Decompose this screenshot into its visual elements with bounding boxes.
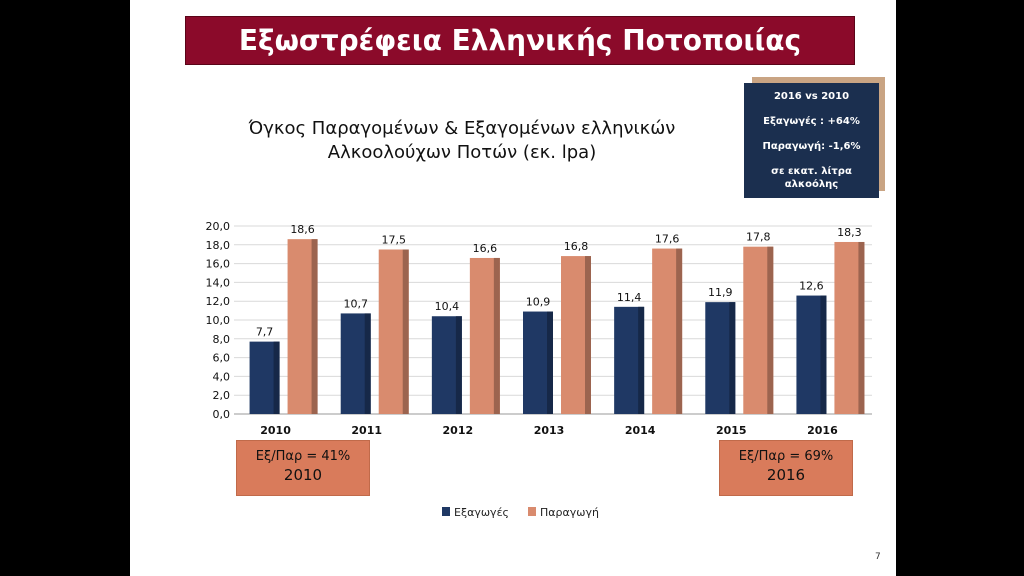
legend-swatch-production: [528, 507, 536, 516]
x-tick-label: 2016: [807, 424, 838, 437]
info-production: Παραγωγή: -1,6%: [762, 141, 861, 152]
bar-chart: 0,0 2,0 4,0 6,0 8,0 10,0 12,0 14,0 16,0 18,0 20,0 7…: [206, 220, 872, 519]
data-label: 12,6: [799, 280, 824, 293]
chart-title: Όγκος Παραγομένων & Εξαγομένων ελληνικών…: [222, 117, 702, 165]
x-tick-label: 2015: [716, 424, 747, 437]
y-tick-label: 16,0: [206, 258, 231, 271]
bar-side-production: [676, 248, 683, 414]
y-tick-label: 6,0: [213, 352, 231, 365]
y-tick-label: 2,0: [213, 389, 231, 402]
bar-side-exports: [820, 295, 827, 414]
slide-title: Εξωστρέφεια Ελληνικής Ποτοποιίας: [185, 16, 855, 65]
data-label: 17,6: [655, 233, 680, 246]
y-tick-label: 20,0: [206, 220, 231, 233]
legend-swatch-exports: [442, 507, 450, 516]
legend-label-production: Παραγωγή: [540, 506, 599, 519]
bar-side-exports: [455, 316, 462, 414]
bar-side-production: [402, 249, 409, 414]
data-label: 16,8: [564, 240, 589, 253]
y-tick-label: 10,0: [206, 314, 231, 327]
data-label: 16,6: [473, 242, 498, 255]
slide: Εξωστρέφεια Ελληνικής Ποτοποιίας 2016 vs…: [130, 0, 896, 576]
data-label: 17,5: [381, 234, 406, 247]
bar-side-production: [311, 239, 318, 414]
bar-side-exports: [364, 313, 371, 414]
x-tick-label: 2013: [534, 424, 565, 437]
ratio-2016-label: Εξ/Παρ = 69%: [738, 449, 834, 464]
bar-side-production: [767, 246, 774, 414]
bar-side-exports: [547, 311, 553, 414]
bar-side-exports: [729, 302, 736, 414]
data-label: 18,6: [290, 223, 315, 236]
bar-side-production: [585, 256, 591, 414]
ratio-box-2016: Εξ/Παρ = 69% 2016: [719, 440, 853, 496]
data-label: 10,9: [526, 296, 551, 309]
data-label: 18,3: [837, 226, 862, 239]
info-comparison: 2016 vs 2010: [773, 91, 850, 102]
data-label: 10,4: [435, 300, 460, 313]
legend-label-exports: Εξαγωγές: [454, 506, 509, 519]
y-tick-label: 12,0: [206, 295, 231, 308]
x-tick-label: 2014: [625, 424, 656, 437]
chart-title-line2: Αλκοολούχων Ποτών (εκ. lpa): [327, 142, 597, 163]
data-label: 10,7: [343, 297, 368, 310]
x-tick-label: 2010: [260, 424, 291, 437]
data-label: 7,7: [256, 326, 273, 339]
x-tick-label: 2012: [443, 424, 474, 437]
bar-side-production: [493, 257, 500, 414]
y-tick-label: 0,0: [213, 408, 231, 421]
ratio-2010-year: 2010: [283, 466, 323, 484]
info-exports: Εξαγωγές : +64%: [763, 116, 860, 127]
bar-side-exports: [638, 306, 645, 414]
info-unit-line1: σε εκατ. λίτρα: [771, 166, 852, 177]
data-label: 11,4: [617, 291, 642, 304]
y-tick-label: 18,0: [206, 239, 231, 252]
x-tick-label: 2011: [351, 424, 382, 437]
data-label: 17,8: [746, 231, 771, 244]
ratio-2016-year: 2016: [766, 466, 806, 484]
info-box: 2016 vs 2010 Εξαγωγές : +64% Παραγωγή: -…: [744, 83, 879, 198]
bar-side-exports: [273, 341, 280, 414]
chart-title-line1: Όγκος Παραγομένων & Εξαγομένων ελληνικών: [248, 118, 676, 139]
bar-side-production: [858, 241, 865, 414]
info-unit-line2: αλκοόλης: [784, 179, 839, 190]
ratio-2010-label: Εξ/Παρ = 41%: [255, 449, 351, 464]
y-tick-label: 8,0: [213, 333, 231, 346]
page-number: 7: [875, 552, 881, 562]
y-tick-label: 4,0: [213, 370, 231, 383]
data-label: 11,9: [708, 286, 733, 299]
y-tick-label: 14,0: [206, 276, 231, 289]
ratio-box-2010: Εξ/Παρ = 41% 2010: [236, 440, 370, 496]
